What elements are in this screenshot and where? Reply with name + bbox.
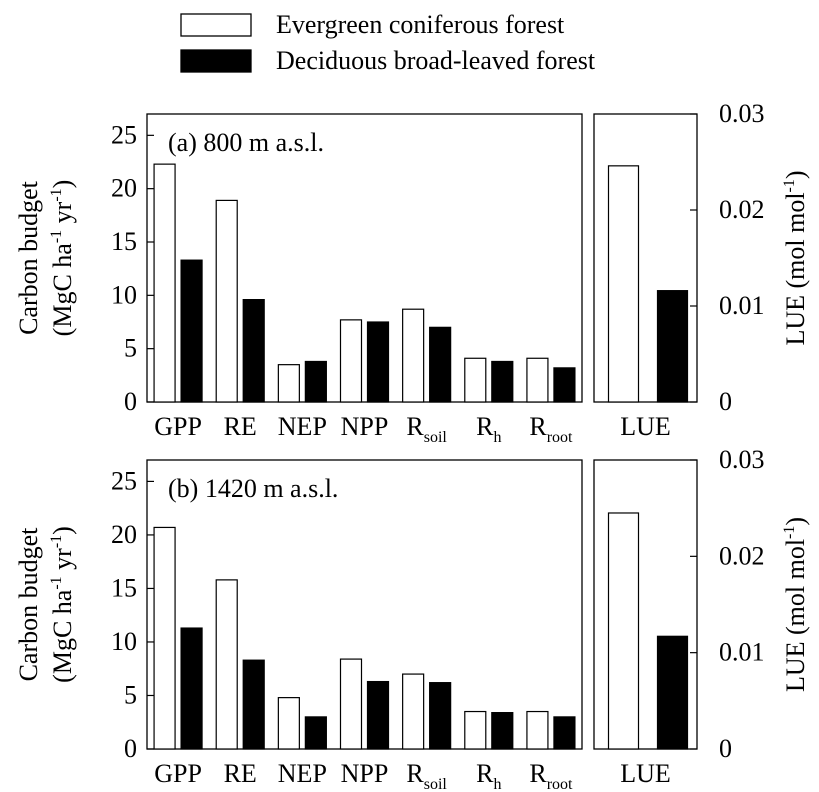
- panels: 0 5 10 15 20 25 0 0.01 0.02 0.03 (a) 800 m a.s.l. G…: [14, 99, 810, 792]
- panel-b: 0 5 10 15 20 25 0 0.01 0.02 0.03 (b) 1420 m a.s.l.…: [14, 445, 810, 792]
- bar-evergreen-npp: [339, 319, 363, 403]
- bar-deciduous-lue: [656, 290, 689, 403]
- bar-evergreen-gpp: [153, 163, 176, 403]
- bar-deciduous-rroot: [553, 367, 576, 403]
- lue-y-tick-label: 0.02: [719, 541, 765, 570]
- y-tick-label: 10: [111, 280, 137, 309]
- x-tick-label: NEP: [278, 759, 327, 788]
- lue-y-tick-label: 0.01: [719, 291, 765, 320]
- main-plot-frame: [146, 113, 583, 403]
- lue-x-tick-label: LUE: [620, 759, 671, 788]
- lue-plot-frame: [593, 113, 698, 403]
- bar-deciduous-nep: [304, 360, 327, 403]
- x-tick-label: NEP: [278, 412, 327, 441]
- bar-evergreen-rh: [464, 710, 487, 750]
- y-tick-label: 0: [124, 387, 137, 416]
- bar-deciduous-rroot: [553, 716, 576, 750]
- bar-deciduous-npp: [366, 680, 390, 750]
- bar-deciduous-rsoil: [429, 682, 452, 750]
- lue-y-tick-label: 0: [719, 387, 732, 416]
- y-axis-label-line1: Carbon budget: [14, 527, 43, 682]
- x-tick-label: NPP: [341, 759, 389, 788]
- y-tick-label: 25: [111, 466, 137, 495]
- bar-deciduous-re: [242, 299, 265, 403]
- x-tick-label: GPP: [154, 759, 202, 788]
- legend-swatch-evergreen: [180, 13, 252, 37]
- y-tick-label: 20: [111, 174, 137, 203]
- bar-evergreen-gpp: [153, 526, 176, 750]
- bar-deciduous-lue: [656, 635, 689, 750]
- bar-evergreen-lue: [607, 512, 640, 750]
- bar-evergreen-lue: [607, 165, 640, 403]
- x-tick-label: Rsoil: [406, 759, 447, 792]
- bar-evergreen-nep: [277, 364, 300, 403]
- bar-evergreen-rsoil: [402, 673, 425, 750]
- y-axis-label-line2: (MgC ha-1 yr-1): [48, 180, 77, 337]
- x-tick-label: Rh: [476, 759, 501, 792]
- x-tick-label: RE: [224, 412, 257, 441]
- y-axis-label-line2: (MgC ha-1 yr-1): [48, 526, 77, 683]
- bar-deciduous-rsoil: [429, 326, 452, 403]
- x-tick-label: Rh: [476, 412, 501, 446]
- bar-evergreen-nep: [277, 697, 300, 750]
- x-tick-label: RE: [224, 759, 257, 788]
- legend: Evergreen coniferous forest Deciduous br…: [180, 10, 596, 75]
- bar-deciduous-nep: [304, 716, 327, 750]
- bar-deciduous-re: [242, 659, 265, 750]
- bar-deciduous-gpp: [180, 627, 203, 750]
- legend-swatch-deciduous: [180, 49, 252, 73]
- legend-label-deciduous: Deciduous broad-leaved forest: [276, 46, 596, 75]
- y-tick-label: 25: [111, 120, 137, 149]
- panel-label: (b) 1420 m a.s.l.: [168, 474, 338, 503]
- lue-axis-label: LUE (mol mol-1): [781, 517, 810, 692]
- bar-evergreen-rsoil: [402, 308, 425, 403]
- x-tick-label: Rroot: [529, 412, 573, 446]
- bar-evergreen-rh: [464, 357, 487, 403]
- legend-label-evergreen: Evergreen coniferous forest: [276, 10, 565, 39]
- y-tick-label: 10: [111, 627, 137, 656]
- x-tick-label: GPP: [154, 412, 202, 441]
- bar-evergreen-re: [215, 199, 238, 403]
- lue-plot-frame: [593, 459, 698, 750]
- lue-y-tick-label: 0.02: [719, 195, 765, 224]
- panel-label: (a) 800 m a.s.l.: [168, 128, 324, 157]
- bar-evergreen-npp: [339, 658, 363, 750]
- panel-a: 0 5 10 15 20 25 0 0.01 0.02 0.03 (a) 800 m a.s.l. G…: [14, 99, 810, 446]
- y-tick-label: 0: [124, 734, 137, 763]
- lue-axis-label: LUE (mol mol-1): [781, 170, 810, 345]
- lue-y-tick-label: 0.01: [719, 638, 765, 667]
- x-tick-label: Rroot: [529, 759, 573, 792]
- lue-x-tick-label: LUE: [620, 412, 671, 441]
- bar-deciduous-npp: [366, 321, 390, 403]
- y-axis-label-line1: Carbon budget: [14, 180, 43, 335]
- lue-y-tick-label: 0.03: [719, 445, 765, 474]
- bar-deciduous-gpp: [180, 259, 203, 403]
- lue-y-tick-label: 0.03: [719, 99, 765, 128]
- main-plot-frame: [146, 459, 583, 750]
- y-tick-label: 15: [111, 227, 137, 256]
- x-tick-label: NPP: [341, 412, 389, 441]
- y-tick-label: 5: [124, 680, 137, 709]
- bar-deciduous-rh: [491, 712, 514, 750]
- x-tick-label: Rsoil: [406, 412, 447, 446]
- y-tick-label: 15: [111, 573, 137, 602]
- y-tick-label: 20: [111, 520, 137, 549]
- bar-evergreen-rroot: [526, 710, 549, 750]
- lue-y-tick-label: 0: [719, 734, 732, 763]
- y-tick-label: 5: [124, 334, 137, 363]
- bar-deciduous-rh: [491, 360, 514, 403]
- bar-evergreen-re: [215, 579, 238, 750]
- bar-evergreen-rroot: [526, 357, 549, 403]
